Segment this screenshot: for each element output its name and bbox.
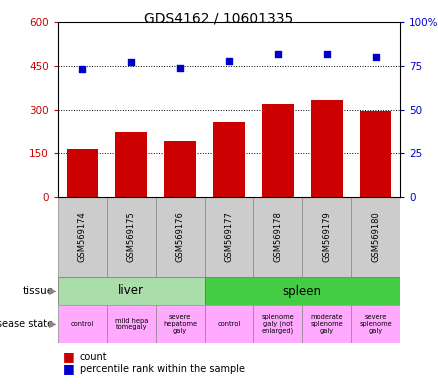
Bar [58,277,205,305]
Bar [302,305,351,343]
Bar [115,132,147,197]
Text: control: control [71,321,94,327]
Bar [164,141,196,197]
Bar [205,305,254,343]
Point [226,58,233,64]
Point [372,54,379,60]
Text: GSM569178: GSM569178 [273,212,283,262]
Bar [107,305,156,343]
Text: ▶: ▶ [49,286,57,296]
Bar [351,305,400,343]
Bar [254,305,302,343]
Text: liver: liver [118,285,144,298]
Text: count: count [80,352,107,362]
Bar [262,104,294,197]
Bar [360,111,392,197]
Point [177,65,184,71]
Bar [302,197,351,277]
Text: tissue: tissue [22,286,53,296]
Text: GDS4162 / 10601335: GDS4162 / 10601335 [145,12,293,26]
Bar [311,100,343,197]
Bar [213,122,245,197]
Bar [156,197,205,277]
Text: severe
splenome
galy: severe splenome galy [359,314,392,334]
Text: GSM569174: GSM569174 [78,212,87,262]
Text: spleen: spleen [283,285,322,298]
Bar [205,277,400,305]
Text: percentile rank within the sample: percentile rank within the sample [80,364,245,374]
Text: ■: ■ [62,362,74,376]
Bar [205,197,254,277]
Bar [156,305,205,343]
Text: GSM569180: GSM569180 [371,212,380,262]
Point [128,59,135,65]
Text: disease state: disease state [0,319,53,329]
Text: GSM569176: GSM569176 [176,212,185,262]
Text: control: control [217,321,240,327]
Text: GSM569179: GSM569179 [322,212,331,262]
Text: ▶: ▶ [49,319,57,329]
Bar [351,197,400,277]
Text: moderate
splenome
galy: moderate splenome galy [311,314,343,334]
Text: mild hepa
tomegaly: mild hepa tomegaly [115,318,148,331]
Text: splenome
galy (not
enlarged): splenome galy (not enlarged) [261,313,294,334]
Bar [254,197,302,277]
Point [79,66,86,72]
Point [323,50,330,56]
Text: ■: ■ [62,351,74,364]
Bar [58,305,107,343]
Text: GSM569175: GSM569175 [127,212,136,262]
Text: GSM569177: GSM569177 [225,212,233,262]
Point [274,50,281,56]
Bar [67,149,98,197]
Text: severe
hepatome
galy: severe hepatome galy [163,314,197,334]
Bar [58,197,107,277]
Bar [107,197,156,277]
